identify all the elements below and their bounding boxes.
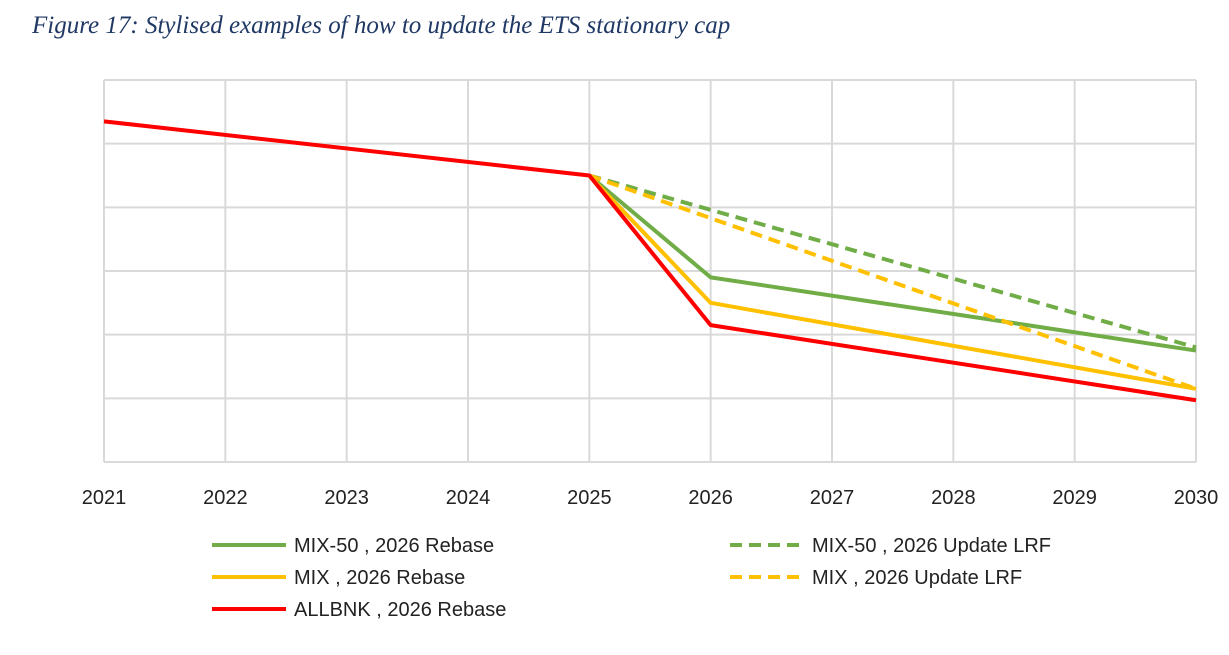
x-tick-label: 2025 <box>567 487 612 509</box>
chart-legend: MIX-50 , 2026 Rebase MIX , 2026 Rebase ALL… <box>212 535 1051 621</box>
figure-title: Figure 17: Stylised examples of how to u… <box>32 12 731 39</box>
legend-label: MIX-50 , 2026 Update LRF <box>812 535 1051 557</box>
x-tick-label: 2022 <box>203 487 248 509</box>
series-line <box>588 173 1197 391</box>
legend-label: MIX , 2026 Rebase <box>294 567 465 589</box>
series-line <box>103 119 1197 403</box>
x-tick-label: 2030 <box>1174 487 1219 509</box>
series-line <box>588 173 1197 350</box>
legend-label: MIX-50 , 2026 Rebase <box>294 535 494 557</box>
x-tick-label: 2026 <box>688 487 733 509</box>
series-line <box>587 174 1197 391</box>
legend-label: MIX , 2026 Update LRF <box>812 567 1022 589</box>
x-tick-label: 2021 <box>82 487 127 509</box>
series-line <box>588 173 1197 353</box>
chart-series <box>103 119 1197 403</box>
x-tick-label: 2023 <box>324 487 369 509</box>
x-tick-label: 2024 <box>446 487 491 509</box>
chart-grid <box>103 79 1197 463</box>
legend-label: ALLBNK , 2026 Rebase <box>294 599 506 621</box>
x-tick-label: 2028 <box>931 487 976 509</box>
x-axis-ticks: 2021 2022 2023 2024 2025 2026 2027 2028 2029 2030 <box>82 487 1219 509</box>
x-tick-label: 2029 <box>1052 487 1097 509</box>
x-tick-label: 2027 <box>810 487 855 509</box>
